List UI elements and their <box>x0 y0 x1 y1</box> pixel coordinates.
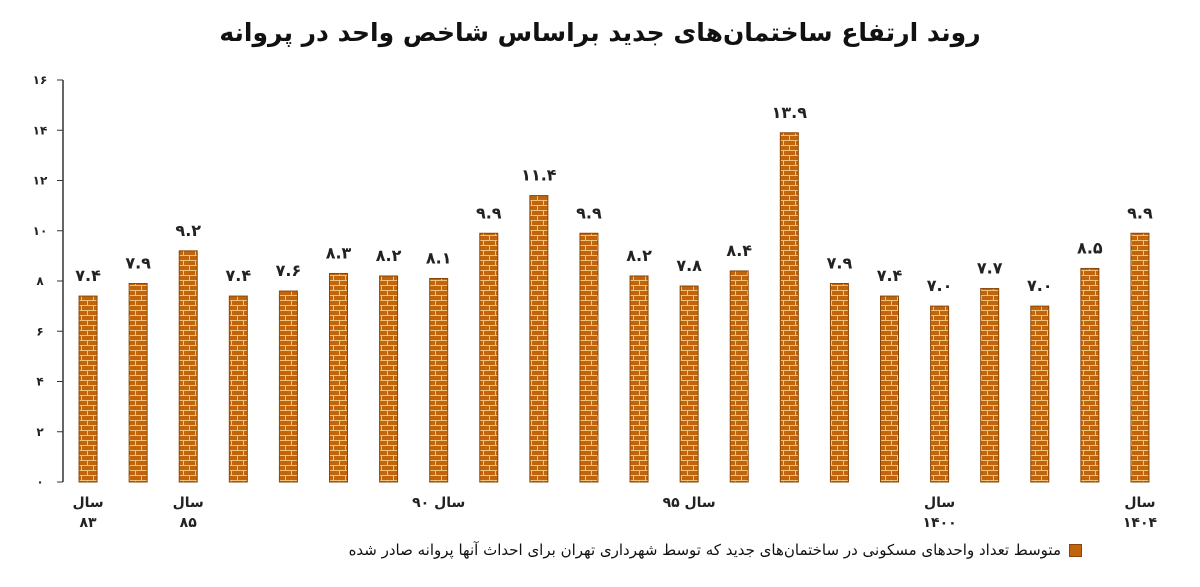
x-axis-label: سال <box>173 495 204 511</box>
bar <box>779 132 799 483</box>
data-label: ۷.۹ <box>827 254 853 273</box>
legend-label: متوسط تعداد واحدهای مسکونی در ساختمان‌ها… <box>348 541 1061 559</box>
data-label: ۸.۴ <box>726 241 752 260</box>
data-label: ۹.۲ <box>175 221 201 240</box>
bar <box>930 305 950 483</box>
x-axis-label: ۱۴۰۰ <box>922 515 956 531</box>
bar <box>629 275 649 483</box>
bar <box>829 283 849 483</box>
y-tick-label: ۸ <box>36 274 44 288</box>
y-tick-label: ۱۲ <box>33 174 48 188</box>
bar <box>379 275 399 483</box>
data-label: ۹.۹ <box>476 203 502 222</box>
x-axis-label: سال ۹۰ <box>412 495 465 511</box>
data-label: ۸.۵ <box>1077 238 1103 257</box>
data-label: ۸.۱ <box>426 248 452 267</box>
x-axis-label: ۱۴۰۴ <box>1123 515 1158 531</box>
y-tick-label: ۲ <box>36 425 44 439</box>
data-label: ۹.۹ <box>576 203 602 222</box>
data-label: ۷.۷ <box>977 259 1003 278</box>
bar <box>729 270 749 483</box>
bar <box>1080 267 1100 483</box>
bar <box>479 232 499 483</box>
bar <box>679 285 699 483</box>
bar <box>579 232 599 483</box>
data-label: ۷.۴ <box>877 266 903 285</box>
x-axis-label: سال ۹۵ <box>663 495 716 511</box>
data-label: ۷.۹ <box>125 254 151 273</box>
bar <box>128 283 148 483</box>
x-axis-label: سال <box>72 495 103 511</box>
bar <box>1030 305 1050 483</box>
y-tick-label: ۶ <box>36 324 43 338</box>
x-axis-label: سال <box>1124 495 1155 511</box>
bar <box>228 295 248 483</box>
y-tick-label: ۴ <box>36 375 43 389</box>
data-label: ۷.۶ <box>276 261 302 280</box>
bar <box>429 277 449 483</box>
data-label: ۷.۴ <box>75 266 101 285</box>
bar <box>980 288 1000 483</box>
chart-title: روند ارتفاع ساختمان‌های جدید براساس شاخص… <box>219 18 981 47</box>
data-label: ۸.۳ <box>326 243 352 262</box>
data-label: ۷.۴ <box>226 266 252 285</box>
data-label: ۸.۲ <box>626 246 652 265</box>
y-tick-label: ۰ <box>36 475 43 489</box>
legend-swatch <box>1069 543 1082 557</box>
data-label: ۹.۹ <box>1127 203 1153 222</box>
bar <box>178 250 198 483</box>
y-tick-label: ۱۶ <box>33 73 48 87</box>
bar <box>1130 232 1150 483</box>
data-label: ۱۱.۴ <box>521 166 557 185</box>
data-label: ۷.۸ <box>676 256 702 275</box>
x-axis-label: سال <box>924 495 955 511</box>
x-axis-label: ۸۳ <box>79 515 97 531</box>
bar <box>78 295 98 483</box>
data-label: ۸.۲ <box>376 246 402 265</box>
bar <box>880 295 899 483</box>
bar <box>529 195 549 483</box>
data-label: ۷.۰ <box>927 276 953 295</box>
legend: متوسط تعداد واحدهای مسکونی در ساختمان‌ها… <box>349 541 1082 559</box>
y-tick-label: ۱۴ <box>33 123 48 137</box>
x-axis-label: ۸۵ <box>180 515 198 531</box>
bar <box>329 272 348 483</box>
y-tick-label: ۱۰ <box>33 224 48 238</box>
data-label: ۷.۰ <box>1027 276 1053 295</box>
data-label: ۱۳.۹ <box>772 103 808 122</box>
bar <box>278 290 298 483</box>
